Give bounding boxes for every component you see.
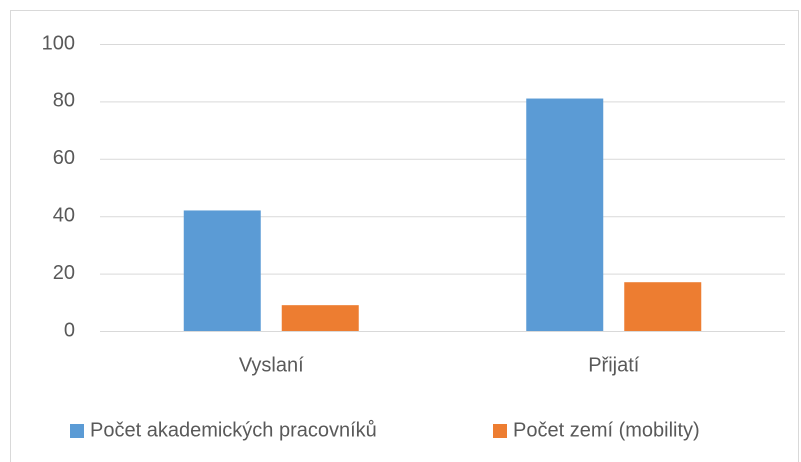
- legend-label: Počet akademických pracovníků: [90, 419, 377, 441]
- y-tick-label: 20: [53, 262, 75, 284]
- legend-swatch: [70, 424, 84, 438]
- y-tick-label: 60: [53, 147, 75, 169]
- y-tick-label: 0: [64, 319, 75, 341]
- legend-swatch: [493, 424, 507, 438]
- y-tick-label: 80: [53, 90, 75, 112]
- bar: [624, 282, 702, 331]
- bar: [281, 305, 359, 331]
- x-tick-label: Vyslaní: [239, 354, 304, 376]
- bar: [526, 98, 604, 331]
- legend-label: Počet zemí (mobility): [513, 419, 700, 441]
- y-tick-label: 100: [42, 32, 75, 54]
- x-tick-label: Přijatí: [588, 354, 640, 376]
- chart-border: [10, 10, 799, 462]
- y-tick-label: 40: [53, 204, 75, 226]
- bar: [183, 210, 261, 331]
